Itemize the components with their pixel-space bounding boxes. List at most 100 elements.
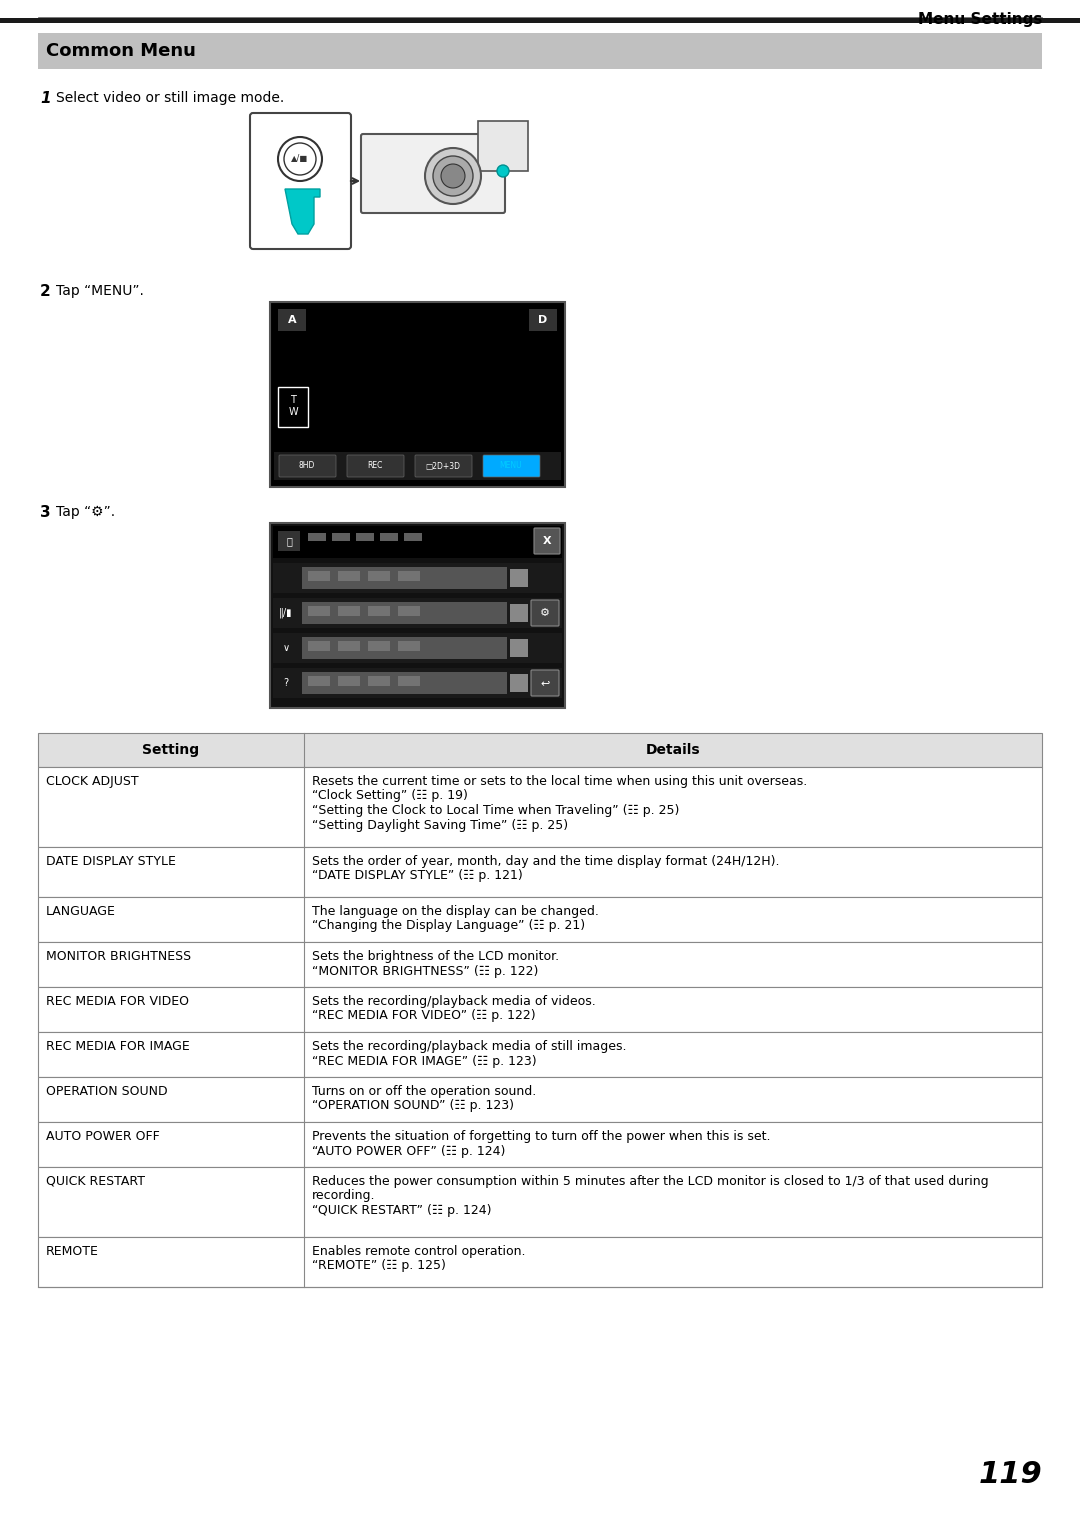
Text: Turns on or off the operation sound.: Turns on or off the operation sound. — [312, 1086, 537, 1098]
Bar — [38, 767, 1042, 847]
Text: “Clock Setting” (☷ p. 19): “Clock Setting” (☷ p. 19) — [312, 789, 468, 803]
Text: Resets the current time or sets to the local time when using this unit overseas.: Resets the current time or sets to the l… — [312, 776, 807, 788]
Text: The language on the display can be changed.: The language on the display can be chang… — [312, 906, 599, 918]
Bar — [278, 386, 308, 428]
Bar — [399, 571, 420, 580]
Text: REC MEDIA FOR IMAGE: REC MEDIA FOR IMAGE — [46, 1040, 190, 1054]
Bar — [302, 602, 507, 625]
Text: OPERATION SOUND: OPERATION SOUND — [46, 1086, 167, 1098]
Text: REC: REC — [367, 461, 382, 470]
Bar — [529, 308, 557, 331]
Text: ▲/■: ▲/■ — [292, 154, 309, 163]
Text: Details: Details — [646, 744, 700, 757]
Text: □2D+3D: □2D+3D — [426, 461, 460, 470]
Bar — [273, 525, 562, 557]
Text: T: T — [291, 395, 296, 405]
Text: “OPERATION SOUND” (☷ p. 123): “OPERATION SOUND” (☷ p. 123) — [312, 1099, 514, 1113]
Text: 119: 119 — [978, 1460, 1042, 1489]
Bar — [338, 606, 360, 615]
Text: ?: ? — [283, 678, 288, 689]
Text: “AUTO POWER OFF” (☷ p. 124): “AUTO POWER OFF” (☷ p. 124) — [312, 1145, 505, 1157]
FancyBboxPatch shape — [483, 455, 540, 476]
Text: “DATE DISPLAY STYLE” (☷ p. 121): “DATE DISPLAY STYLE” (☷ p. 121) — [312, 869, 523, 883]
Text: ⚙: ⚙ — [540, 608, 550, 618]
FancyBboxPatch shape — [531, 670, 559, 696]
Bar — [356, 533, 374, 541]
Bar — [399, 641, 420, 651]
FancyBboxPatch shape — [279, 455, 336, 476]
Text: 8HD: 8HD — [299, 461, 315, 470]
Bar — [338, 571, 360, 580]
Text: 1: 1 — [40, 92, 51, 105]
Text: W: W — [288, 408, 298, 417]
Circle shape — [441, 163, 465, 188]
Bar — [38, 34, 1042, 69]
Bar — [368, 641, 390, 651]
Text: Setting: Setting — [143, 744, 200, 757]
Bar — [380, 533, 399, 541]
Bar — [332, 533, 350, 541]
FancyBboxPatch shape — [534, 528, 561, 554]
Text: MONITOR BRIGHTNESS: MONITOR BRIGHTNESS — [46, 950, 191, 964]
Text: REC MEDIA FOR VIDEO: REC MEDIA FOR VIDEO — [46, 996, 189, 1008]
Bar — [368, 676, 390, 686]
Bar — [0, 18, 1080, 23]
Text: Tap “MENU”.: Tap “MENU”. — [56, 284, 144, 298]
Text: ‖/▮: ‖/▮ — [280, 608, 293, 618]
Text: “REC MEDIA FOR VIDEO” (☷ p. 122): “REC MEDIA FOR VIDEO” (☷ p. 122) — [312, 1009, 536, 1023]
Text: “Changing the Display Language” (☷ p. 21): “Changing the Display Language” (☷ p. 21… — [312, 919, 585, 933]
Text: AUTO POWER OFF: AUTO POWER OFF — [46, 1130, 160, 1144]
FancyBboxPatch shape — [361, 134, 505, 212]
Bar — [38, 733, 1042, 767]
Text: Select video or still image mode.: Select video or still image mode. — [56, 92, 284, 105]
Text: recording.: recording. — [312, 1190, 376, 1202]
Bar — [273, 563, 562, 592]
Bar — [38, 1122, 1042, 1167]
Bar — [278, 531, 300, 551]
Text: 3: 3 — [40, 505, 51, 521]
Bar — [308, 533, 326, 541]
Text: Menu Settings: Menu Settings — [918, 12, 1042, 27]
Bar — [273, 667, 562, 698]
Circle shape — [426, 148, 481, 205]
Bar — [399, 676, 420, 686]
Text: ↩: ↩ — [540, 678, 550, 689]
Bar — [38, 986, 1042, 1032]
Text: ∨: ∨ — [283, 643, 289, 654]
Bar — [302, 567, 507, 589]
Bar — [278, 308, 306, 331]
Polygon shape — [285, 189, 320, 234]
Bar — [308, 571, 330, 580]
FancyBboxPatch shape — [249, 113, 351, 249]
Bar — [308, 676, 330, 686]
Text: Enables remote control operation.: Enables remote control operation. — [312, 1245, 526, 1258]
Text: LANGUAGE: LANGUAGE — [46, 906, 116, 918]
Text: CLOCK ADJUST: CLOCK ADJUST — [46, 776, 138, 788]
Text: 🎥: 🎥 — [286, 536, 292, 547]
Bar — [368, 606, 390, 615]
Text: “QUICK RESTART” (☷ p. 124): “QUICK RESTART” (☷ p. 124) — [312, 1203, 491, 1217]
Bar — [273, 599, 562, 628]
Bar — [38, 1167, 1042, 1237]
Bar — [302, 637, 507, 660]
FancyBboxPatch shape — [415, 455, 472, 476]
Bar — [510, 638, 528, 657]
Text: Sets the order of year, month, day and the time display format (24H/12H).: Sets the order of year, month, day and t… — [312, 855, 780, 867]
Bar — [404, 533, 422, 541]
Text: MENU: MENU — [500, 461, 523, 470]
Polygon shape — [478, 121, 528, 171]
Bar — [399, 606, 420, 615]
Text: REMOTE: REMOTE — [46, 1245, 99, 1258]
Bar — [38, 896, 1042, 942]
Text: Prevents the situation of forgetting to turn off the power when this is set.: Prevents the situation of forgetting to … — [312, 1130, 770, 1144]
Text: DATE DISPLAY STYLE: DATE DISPLAY STYLE — [46, 855, 176, 867]
Bar — [274, 452, 561, 479]
Bar — [510, 570, 528, 586]
Text: “Setting the Clock to Local Time when Traveling” (☷ p. 25): “Setting the Clock to Local Time when Tr… — [312, 805, 679, 817]
Circle shape — [433, 156, 473, 195]
Bar — [368, 571, 390, 580]
Bar — [338, 641, 360, 651]
Bar — [302, 672, 507, 693]
Bar — [270, 302, 565, 487]
Text: Sets the recording/playback media of still images.: Sets the recording/playback media of sti… — [312, 1040, 626, 1054]
